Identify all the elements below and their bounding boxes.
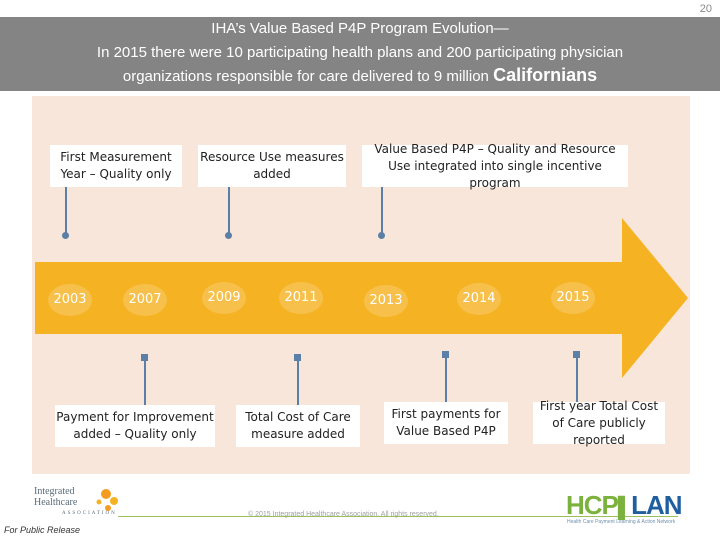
connector-line	[297, 358, 299, 405]
year-2009: 2009	[207, 290, 241, 305]
year-highlight	[48, 284, 92, 316]
year-2003: 2003	[53, 292, 87, 307]
iha-logo: Integrated Healthcare ASSOCIATION	[34, 486, 118, 519]
title-line-2: In 2015 there were 10 participating heal…	[96, 44, 624, 61]
year-highlight	[364, 285, 408, 317]
connector-dot	[225, 232, 232, 239]
year-highlight	[457, 283, 501, 315]
title-line-3-main: organizations responsible for care deliv…	[122, 68, 494, 85]
for-public-release-label: For Public Release	[4, 525, 81, 535]
connector-line	[228, 187, 230, 235]
year-2014: 2014	[462, 291, 496, 306]
connector-dot	[378, 232, 385, 239]
hcp-lan-logo: HCP▌LAN	[566, 490, 683, 521]
hcp-logo-subtitle: Health Care Payment Learning & Action Ne…	[567, 519, 676, 525]
connector-line	[144, 358, 146, 405]
iha-logo-mark-icon	[96, 489, 118, 511]
connector-square	[442, 351, 449, 358]
year-highlight	[202, 282, 246, 314]
connector-square	[573, 351, 580, 358]
connector-line	[445, 355, 447, 402]
hcp-logo-hcp: HCP	[566, 490, 619, 520]
footer-divider	[118, 516, 678, 517]
connector-line	[381, 187, 383, 235]
milestone-box-resource-use: Resource Use measures added	[198, 145, 346, 187]
title-line-3: organizations responsible for care deliv…	[0, 65, 720, 86]
title-line-1: IHA’s Value Based P4P Program Evolution—	[211, 20, 509, 37]
milestone-box-first-measurement: First Measurement Year – Quality only	[50, 145, 182, 187]
timeline-arrow-shape	[35, 218, 688, 378]
year-2011: 2011	[284, 290, 318, 305]
page-number: 20	[699, 3, 712, 15]
copyright-text: © 2015 Integrated Healthcare Association…	[248, 511, 439, 518]
connector-line	[576, 355, 578, 402]
milestone-box-total-cost-reported: First year Total Cost of Care publicly r…	[533, 399, 665, 447]
milestone-box-total-cost-of-care: Total Cost of Care measure added	[236, 405, 360, 447]
year-2015: 2015	[556, 290, 590, 305]
milestone-box-value-based-p4p: Value Based P4P – Quality and Resource U…	[362, 142, 628, 190]
year-2007: 2007	[128, 292, 162, 307]
hcp-logo-lan: LAN	[631, 490, 682, 520]
connector-line	[65, 187, 67, 235]
year-highlight	[279, 282, 323, 314]
connector-dot	[62, 232, 69, 239]
year-highlight	[123, 284, 167, 316]
milestone-box-payment-for-improvement: Payment for Improvement added – Quality …	[55, 405, 215, 447]
hcp-logo-pipe-icon: ▌	[617, 497, 632, 519]
year-2013: 2013	[369, 293, 403, 308]
title-line-3-emphasis: Californians	[493, 65, 598, 85]
connector-square	[294, 354, 301, 361]
connector-square	[141, 354, 148, 361]
year-highlight	[551, 282, 595, 314]
title-bar: IHA’s Value Based P4P Program Evolution—…	[0, 17, 720, 91]
iha-logo-line-1: Integrated	[34, 486, 75, 497]
milestone-box-first-payments: First payments for Value Based P4P	[384, 402, 508, 444]
iha-logo-line-3: ASSOCIATION	[62, 511, 117, 516]
iha-logo-line-2: Healthcare	[34, 497, 78, 508]
